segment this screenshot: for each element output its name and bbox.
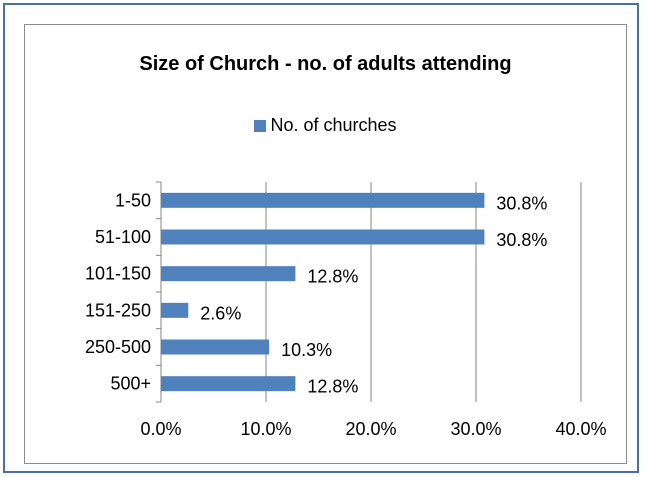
chart-title: Size of Church - no. of adults attending	[139, 53, 512, 75]
y-tick-label: 500+	[110, 374, 151, 394]
legend-label: No. of churches	[270, 115, 397, 135]
x-tick-label: 10.0%	[240, 419, 291, 439]
data-label: 12.8%	[307, 377, 358, 397]
bar	[161, 266, 296, 282]
y-tick-label: 1-50	[115, 190, 151, 210]
x-tick-label: 0.0%	[140, 419, 181, 439]
x-tick-label: 20.0%	[345, 419, 396, 439]
x-tick-label: 30.0%	[450, 419, 501, 439]
legend: No. of churches	[25, 115, 626, 136]
bar	[161, 302, 189, 318]
y-tick-label: 151-250	[85, 300, 151, 320]
bar	[161, 229, 485, 245]
y-tick-label: 101-150	[85, 264, 151, 284]
y-tick-label: 51-100	[95, 227, 151, 247]
bar	[161, 192, 485, 208]
chart-frame: Size of Church - no. of adults attending…	[3, 3, 639, 473]
bar	[161, 376, 296, 392]
x-tick-label: 40.0%	[555, 419, 606, 439]
legend-swatch	[254, 119, 267, 132]
bar	[161, 339, 270, 355]
data-label: 2.6%	[200, 303, 241, 323]
chart-area: Size of Church - no. of adults attending…	[24, 24, 627, 464]
y-tick-label: 250-500	[85, 337, 151, 357]
data-label: 12.8%	[307, 267, 358, 287]
data-label: 30.8%	[496, 193, 547, 213]
data-label: 10.3%	[281, 340, 332, 360]
data-label: 30.8%	[496, 230, 547, 250]
plot-area: 0.0% 10.0% 20.0% 30.0% 40.0% 1-50 30.8% 51-100 3…	[85, 181, 607, 439]
